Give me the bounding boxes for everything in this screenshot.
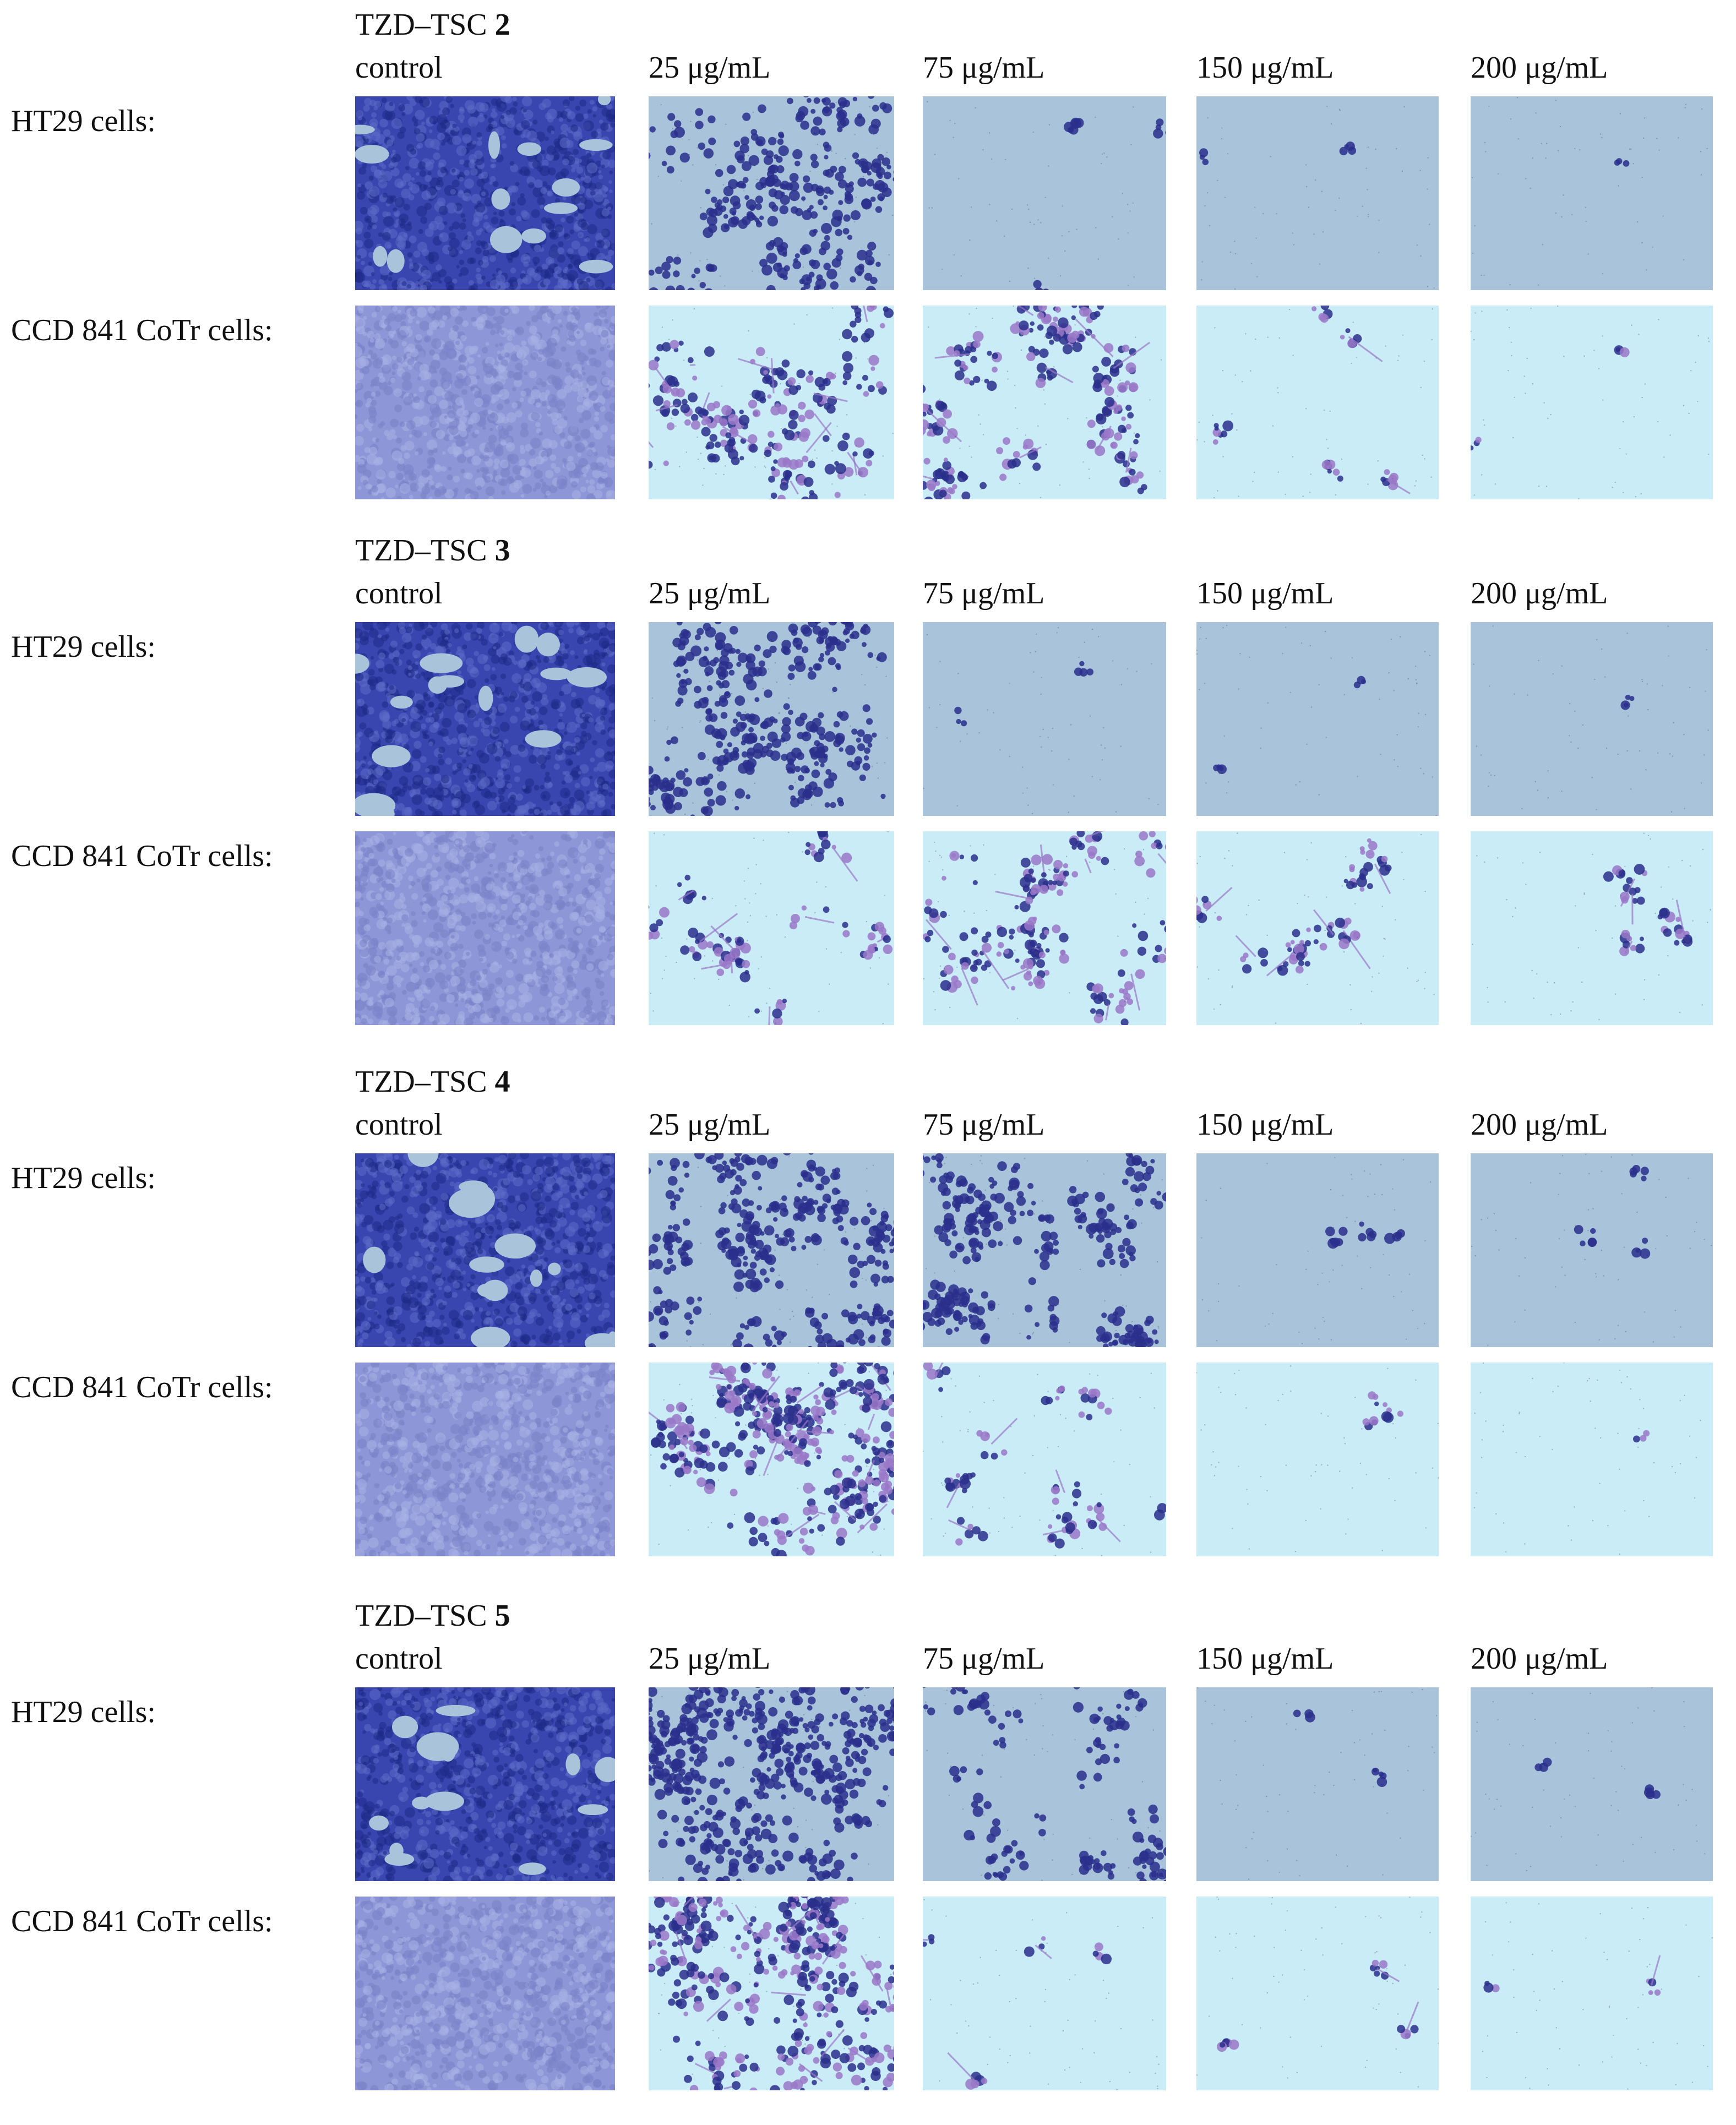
compound-heading: TZD–TSC 5	[355, 1597, 510, 1635]
micrograph-panel	[355, 1153, 615, 1347]
micrograph-panel	[1196, 96, 1439, 290]
row-label: CCD 841 CoTr cells:	[11, 1902, 273, 1941]
compound-prefix: TZD–TSC	[355, 1065, 487, 1099]
column-label: control	[355, 574, 443, 613]
micrograph-panel	[1471, 96, 1713, 290]
compound-heading: TZD–TSC 4	[355, 1062, 510, 1101]
compound-number: 2	[495, 8, 510, 42]
micrograph-panel	[355, 1363, 615, 1556]
column-label: 150 μg/mL	[1196, 1105, 1334, 1144]
micrograph-panel	[923, 1897, 1166, 2090]
micrograph-panel	[355, 831, 615, 1025]
micrograph-panel	[355, 96, 615, 290]
compound-block: TZD–TSC 4 control 25 μg/mL 75 μg/mL 150 μg/m…	[0, 1062, 1736, 1591]
micrograph-panel	[355, 306, 615, 499]
compound-number: 4	[495, 1065, 510, 1099]
row-label: HT29 cells:	[11, 1159, 156, 1197]
micrograph-panel	[1196, 622, 1439, 816]
micrograph-panel	[1471, 306, 1713, 499]
column-label: 75 μg/mL	[923, 574, 1044, 613]
compound-prefix: TZD–TSC	[355, 8, 487, 42]
compound-prefix: TZD–TSC	[355, 1599, 487, 1633]
micrograph-panel	[649, 1153, 894, 1347]
compound-prefix: TZD–TSC	[355, 533, 487, 568]
micrograph-panel	[355, 1687, 615, 1881]
row-label: CCD 841 CoTr cells:	[11, 1368, 273, 1407]
column-label: 25 μg/mL	[649, 1105, 770, 1144]
column-label: 25 μg/mL	[649, 48, 770, 87]
compound-number: 3	[495, 533, 510, 568]
micrograph-panel	[649, 831, 894, 1025]
micrograph-panel	[923, 96, 1166, 290]
column-label: 200 μg/mL	[1471, 1105, 1608, 1144]
micrograph-panel	[1471, 1153, 1713, 1347]
micrograph-panel	[1471, 1687, 1713, 1881]
column-label: control	[355, 48, 443, 87]
row-label: HT29 cells:	[11, 1693, 156, 1731]
micrograph-panel	[649, 1687, 894, 1881]
compound-heading: TZD–TSC 3	[355, 531, 510, 570]
micrograph-panel	[649, 1897, 894, 2090]
micrograph-panel	[1196, 1153, 1439, 1347]
column-label: 200 μg/mL	[1471, 48, 1608, 87]
micrograph-panel	[355, 1897, 615, 2090]
micrograph-panel	[923, 831, 1166, 1025]
micrograph-panel	[1471, 831, 1713, 1025]
micrograph-panel	[649, 622, 894, 816]
micrograph-panel	[649, 1363, 894, 1556]
compound-block: TZD–TSC 5 control 25 μg/mL 75 μg/mL 150 μg/m…	[0, 1597, 1736, 2125]
compound-number: 5	[495, 1599, 510, 1633]
column-label: 150 μg/mL	[1196, 574, 1334, 613]
column-label: control	[355, 1639, 443, 1678]
micrograph-panel	[923, 1687, 1166, 1881]
row-label: HT29 cells:	[11, 102, 156, 140]
column-label: 75 μg/mL	[923, 48, 1044, 87]
micrograph-panel	[1196, 831, 1439, 1025]
column-label: 200 μg/mL	[1471, 1639, 1608, 1678]
column-label: 75 μg/mL	[923, 1639, 1044, 1678]
column-label: 150 μg/mL	[1196, 48, 1334, 87]
micrograph-panel	[355, 622, 615, 816]
micrograph-panel	[649, 306, 894, 499]
column-label: 25 μg/mL	[649, 1639, 770, 1678]
micrograph-panel	[1196, 1897, 1439, 2090]
micrograph-panel	[1196, 1363, 1439, 1556]
micrograph-panel	[923, 1153, 1166, 1347]
compound-block: TZD–TSC 2 control 25 μg/mL 75 μg/mL 150 μg/m…	[0, 6, 1736, 534]
compound-block: TZD–TSC 3 control 25 μg/mL 75 μg/mL 150 μg/m…	[0, 531, 1736, 1060]
row-label: CCD 841 CoTr cells:	[11, 837, 273, 875]
micrograph-panel	[1471, 1363, 1713, 1556]
compound-heading: TZD–TSC 2	[355, 6, 510, 44]
column-label: control	[355, 1105, 443, 1144]
column-label: 75 μg/mL	[923, 1105, 1044, 1144]
micrograph-panel	[1471, 1897, 1713, 2090]
micrograph-panel	[923, 306, 1166, 499]
micrograph-panel	[923, 622, 1166, 816]
column-label: 200 μg/mL	[1471, 574, 1608, 613]
row-label: HT29 cells:	[11, 628, 156, 666]
micrograph-panel	[923, 1363, 1166, 1556]
row-label: CCD 841 CoTr cells:	[11, 311, 273, 350]
micrograph-panel	[1471, 622, 1713, 816]
micrograph-panel	[1196, 306, 1439, 499]
micrograph-panel	[649, 96, 894, 290]
column-label: 150 μg/mL	[1196, 1639, 1334, 1678]
column-label: 25 μg/mL	[649, 574, 770, 613]
micrograph-panel	[1196, 1687, 1439, 1881]
